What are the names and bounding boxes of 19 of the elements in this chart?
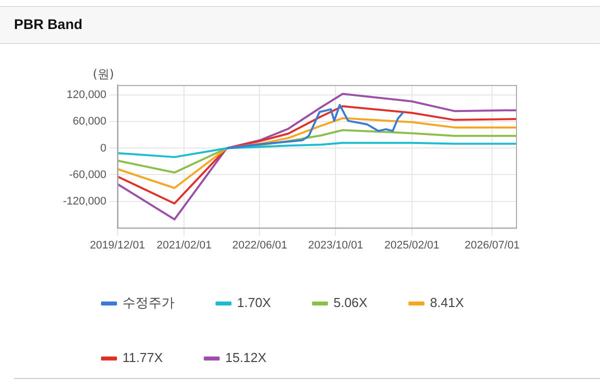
legend-label: 수정주가 <box>122 295 174 310</box>
chart-title: PBR Band <box>14 16 82 32</box>
legend-label: 5.06X <box>333 295 368 310</box>
legend-label: 15.12X <box>225 350 267 366</box>
x-tick-label: 2022/06/01 <box>232 239 288 252</box>
y-tick-label: -60,000 <box>69 168 106 181</box>
legend-label: 11.77X <box>122 350 164 366</box>
y-tick-label: 0 <box>100 142 106 154</box>
y-tick-label: -120,000 <box>62 195 106 208</box>
legend-label: 1.70X <box>237 295 272 310</box>
y-tick-label: 60,000 <box>72 116 106 128</box>
x-tick-label: 2021/02/01 <box>156 239 212 252</box>
legend-label: 8.41X <box>430 295 464 310</box>
x-tick-label: 2023/10/01 <box>308 239 364 252</box>
y-tick-label: 120,000 <box>66 89 106 102</box>
x-tick-label: 2026/07/01 <box>464 239 520 252</box>
x-tick-label: 2019/12/01 <box>90 239 145 252</box>
y-axis-title: (원) <box>92 67 114 82</box>
x-tick-label: 2025/02/01 <box>384 239 440 252</box>
